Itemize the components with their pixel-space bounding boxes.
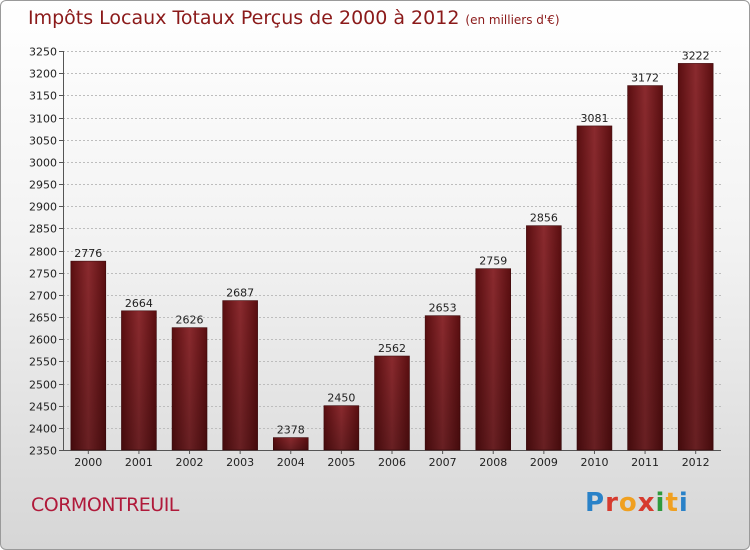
y-tick-label: 2600 — [29, 334, 57, 347]
y-tick-label: 3050 — [29, 135, 57, 148]
y-tick-label: 2500 — [29, 379, 57, 392]
x-tick-label: 2005 — [327, 456, 355, 469]
y-tick-label: 3200 — [29, 68, 57, 81]
y-tick-label: 2400 — [29, 423, 57, 436]
x-tick-label: 2001 — [125, 456, 153, 469]
bar-shade-2012 — [678, 63, 714, 451]
y-tick-label: 2450 — [29, 401, 57, 414]
x-tick-label: 2002 — [176, 456, 204, 469]
chart-subtitle: (en milliers d'€) — [465, 13, 560, 27]
bars — [70, 63, 714, 451]
bar-shade-2000 — [70, 261, 106, 450]
y-tick-label: 3250 — [29, 46, 57, 59]
x-tick-label: 2008 — [479, 456, 507, 469]
x-tick-label: 2003 — [226, 456, 254, 469]
bar-shade-2008 — [475, 268, 511, 450]
chart-title-text: Impôts Locaux Totaux Perçus de 2000 à 20… — [28, 7, 460, 29]
data-label: 2653 — [429, 302, 457, 315]
bar-shade-2005 — [323, 405, 359, 450]
city-name: CORMONTREUIL — [31, 494, 179, 516]
bar-shade-2007 — [425, 315, 461, 450]
x-tick-label: 2010 — [580, 456, 608, 469]
y-tick-label: 2750 — [29, 268, 57, 281]
labels: 2350 2400 2450 2500 2550 2600 2650 2700 2750 2800… — [29, 46, 710, 470]
y-tick-label: 2550 — [29, 356, 57, 369]
data-label: 3222 — [682, 49, 710, 62]
bar-shade-2001 — [121, 310, 157, 450]
x-tick-label: 2004 — [277, 456, 305, 469]
data-label: 2378 — [277, 424, 305, 437]
bar-shade-2009 — [526, 225, 562, 450]
data-label: 3172 — [631, 72, 659, 85]
data-label: 2776 — [74, 247, 102, 260]
y-tick-label: 2800 — [29, 246, 57, 259]
y-tick-label: 3000 — [29, 157, 57, 170]
x-tick-label: 2000 — [74, 456, 102, 469]
bar-shade-2002 — [172, 327, 208, 450]
y-tick-label: 2650 — [29, 312, 57, 325]
x-tick-label: 2009 — [530, 456, 558, 469]
x-tick-label: 2011 — [631, 456, 659, 469]
y-tick-label: 2350 — [29, 445, 57, 458]
y-tick-label: 2850 — [29, 223, 57, 236]
data-label: 2626 — [176, 314, 204, 327]
y-tick-label: 2700 — [29, 290, 57, 303]
bar-shade-2003 — [222, 300, 258, 450]
axes — [59, 51, 721, 454]
data-label: 2664 — [125, 297, 153, 310]
y-tick-label: 2900 — [29, 201, 57, 214]
proxiti-logo[interactable]: Proxiti — [585, 488, 689, 518]
x-tick-label: 2007 — [429, 456, 457, 469]
bar-shade-2010 — [576, 125, 612, 450]
y-tick-label: 2950 — [29, 179, 57, 192]
data-label: 2759 — [479, 255, 507, 268]
y-tick-label: 3150 — [29, 90, 57, 103]
bar-shade-2004 — [273, 437, 309, 450]
data-label: 2562 — [378, 342, 406, 355]
bar-shade-2006 — [374, 356, 410, 450]
chart-title: Impôts Locaux Totaux Perçus de 2000 à 20… — [28, 7, 560, 29]
y-tick-label: 3100 — [29, 113, 57, 126]
data-label: 2856 — [530, 212, 558, 225]
x-tick-label: 2006 — [378, 456, 406, 469]
bar-shade-2011 — [627, 85, 663, 450]
data-label: 2687 — [226, 287, 254, 300]
x-tick-label: 2012 — [682, 456, 710, 469]
data-label: 3081 — [580, 112, 608, 125]
data-label: 2450 — [327, 392, 355, 405]
